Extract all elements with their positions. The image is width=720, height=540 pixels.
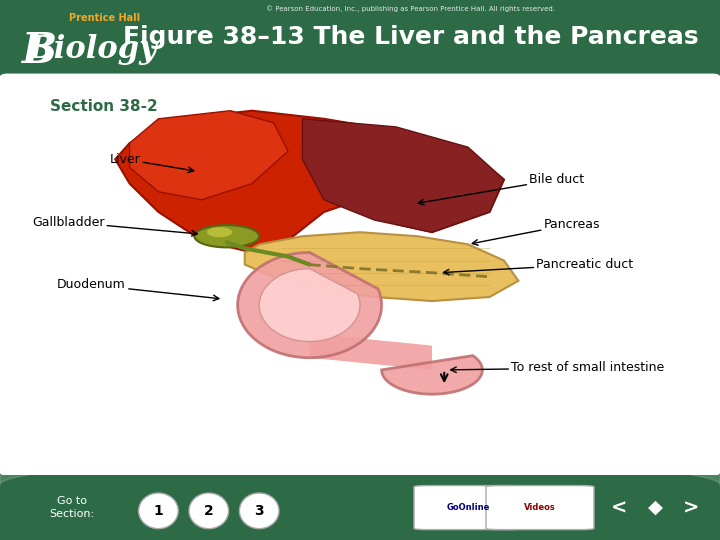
- Text: Liver: Liver: [109, 153, 194, 173]
- Polygon shape: [259, 268, 360, 341]
- Text: Section 38-2: Section 38-2: [50, 98, 158, 113]
- Polygon shape: [130, 111, 288, 200]
- Polygon shape: [238, 252, 382, 357]
- Text: To rest of small intestine: To rest of small intestine: [451, 361, 665, 374]
- Text: Pancreas: Pancreas: [472, 218, 600, 245]
- Text: 1: 1: [153, 504, 163, 518]
- Text: Go to
Section:: Go to Section:: [50, 496, 94, 519]
- Text: Figure 38–13 The Liver and the Pancreas: Figure 38–13 The Liver and the Pancreas: [122, 24, 698, 49]
- Text: <: <: [611, 498, 627, 517]
- Text: Prentice Hall: Prentice Hall: [69, 12, 140, 23]
- Text: Duodenum: Duodenum: [58, 278, 219, 301]
- Ellipse shape: [207, 227, 232, 237]
- Ellipse shape: [138, 493, 179, 529]
- Text: >: >: [683, 498, 699, 517]
- Text: Videos: Videos: [524, 503, 556, 512]
- Text: B: B: [22, 30, 57, 71]
- Polygon shape: [245, 232, 518, 301]
- Text: 3: 3: [254, 504, 264, 518]
- Text: Bile duct: Bile duct: [418, 173, 585, 205]
- Ellipse shape: [189, 493, 229, 529]
- Text: Biology: Biology: [30, 33, 158, 65]
- FancyBboxPatch shape: [0, 74, 720, 475]
- Text: © Pearson Education, Inc., publishing as Pearson Prentice Hall. All rights reser: © Pearson Education, Inc., publishing as…: [266, 5, 555, 12]
- Ellipse shape: [194, 225, 259, 247]
- Text: Pancreatic duct: Pancreatic duct: [444, 258, 634, 275]
- FancyBboxPatch shape: [414, 485, 522, 530]
- FancyBboxPatch shape: [486, 485, 594, 530]
- Text: 2: 2: [204, 504, 214, 518]
- Polygon shape: [115, 111, 504, 252]
- Text: ◆: ◆: [648, 498, 662, 517]
- Text: Gallbladder: Gallbladder: [32, 215, 197, 236]
- Polygon shape: [382, 356, 482, 394]
- Text: GoOnline: GoOnline: [446, 503, 490, 512]
- Polygon shape: [302, 119, 504, 232]
- Ellipse shape: [239, 493, 279, 529]
